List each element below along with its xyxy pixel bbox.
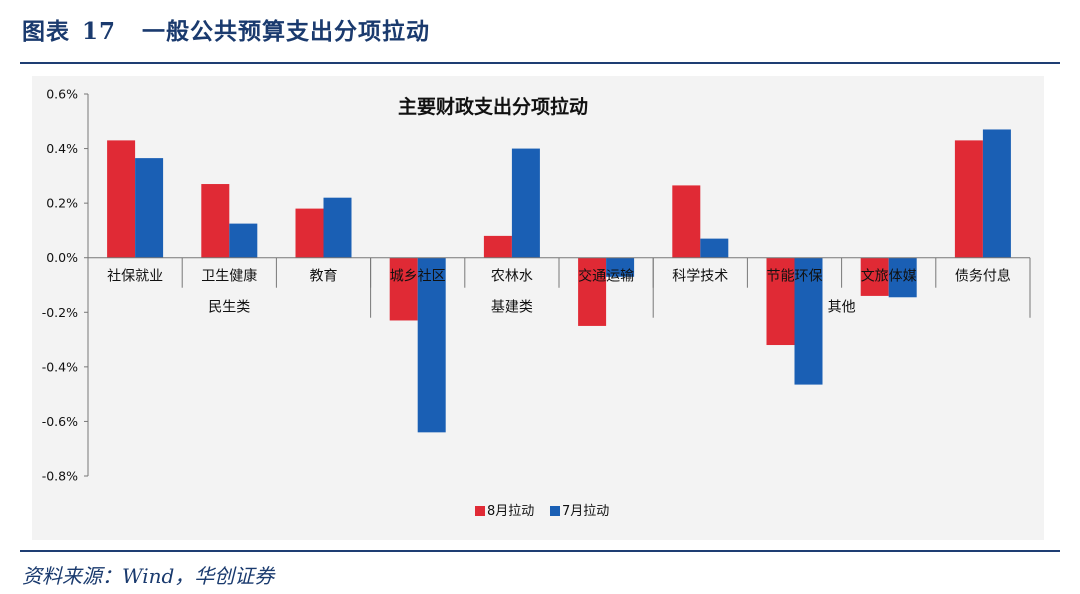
bar-aug — [860, 257, 889, 296]
bar-aug — [295, 208, 324, 258]
bar-jul — [417, 257, 446, 433]
y-tick-label: -0.6% — [42, 414, 78, 429]
category-label: 债务付息 — [955, 268, 1011, 285]
figure-label: 图表 — [22, 18, 70, 45]
category-label: 交通运输 — [578, 268, 634, 285]
category-label: 农林水 — [491, 269, 533, 285]
bar-jul — [511, 148, 540, 258]
legend-label: 8月拉动 — [487, 504, 534, 519]
bar-jul — [700, 238, 729, 258]
category-label: 教育 — [310, 269, 338, 285]
category-label: 文旅体媒 — [861, 269, 917, 285]
y-tick-label: -0.8% — [42, 469, 78, 484]
bar-jul — [888, 257, 917, 298]
chart-title: 主要财政支出分项拉动 — [398, 95, 588, 118]
bar-jul — [323, 197, 352, 258]
group-label: 民生类 — [208, 300, 250, 316]
bar-jul — [794, 257, 823, 385]
bar-aug — [483, 235, 512, 258]
y-tick-label: 0.2% — [46, 196, 78, 211]
source-note: 资料来源：Wind，华创证券 — [22, 564, 275, 588]
category-label: 城乡社区 — [390, 269, 446, 285]
y-tick-label: 0.6% — [46, 87, 78, 102]
category-label: 卫生健康 — [201, 268, 257, 285]
bar-aug — [766, 257, 795, 346]
bar-jul — [606, 257, 635, 277]
figure-title: 图表 17 一般公共预算支出分项拉动 — [22, 12, 430, 46]
y-tick-label: 0.0% — [46, 250, 78, 265]
bar-jul — [135, 158, 164, 258]
bar-aug — [672, 185, 701, 258]
group-label: 基建类 — [491, 299, 533, 316]
category-label: 节能环保 — [767, 269, 823, 285]
legend-label: 7月拉动 — [562, 504, 609, 519]
category-label: 科学技术 — [672, 269, 728, 285]
top-rule — [20, 62, 1060, 64]
figure-caption: 一般公共预算支出分项拉动 — [142, 18, 431, 45]
bar-aug — [107, 140, 136, 258]
bar-aug — [954, 140, 983, 258]
y-tick-label: -0.4% — [42, 359, 78, 374]
group-label: 其他 — [828, 300, 856, 316]
y-tick-label: -0.2% — [42, 305, 78, 320]
y-tick-label: 0.4% — [46, 141, 78, 156]
bar-jul — [229, 223, 258, 258]
legend-swatch — [550, 506, 560, 516]
legend-swatch — [475, 506, 485, 516]
category-label: 社保就业 — [107, 269, 163, 285]
bottom-rule — [20, 550, 1060, 552]
bar-aug — [578, 257, 607, 326]
bar-aug — [201, 184, 230, 258]
bar-aug — [389, 257, 418, 321]
figure-number: 17 — [82, 18, 117, 45]
bar-jul — [982, 129, 1011, 258]
